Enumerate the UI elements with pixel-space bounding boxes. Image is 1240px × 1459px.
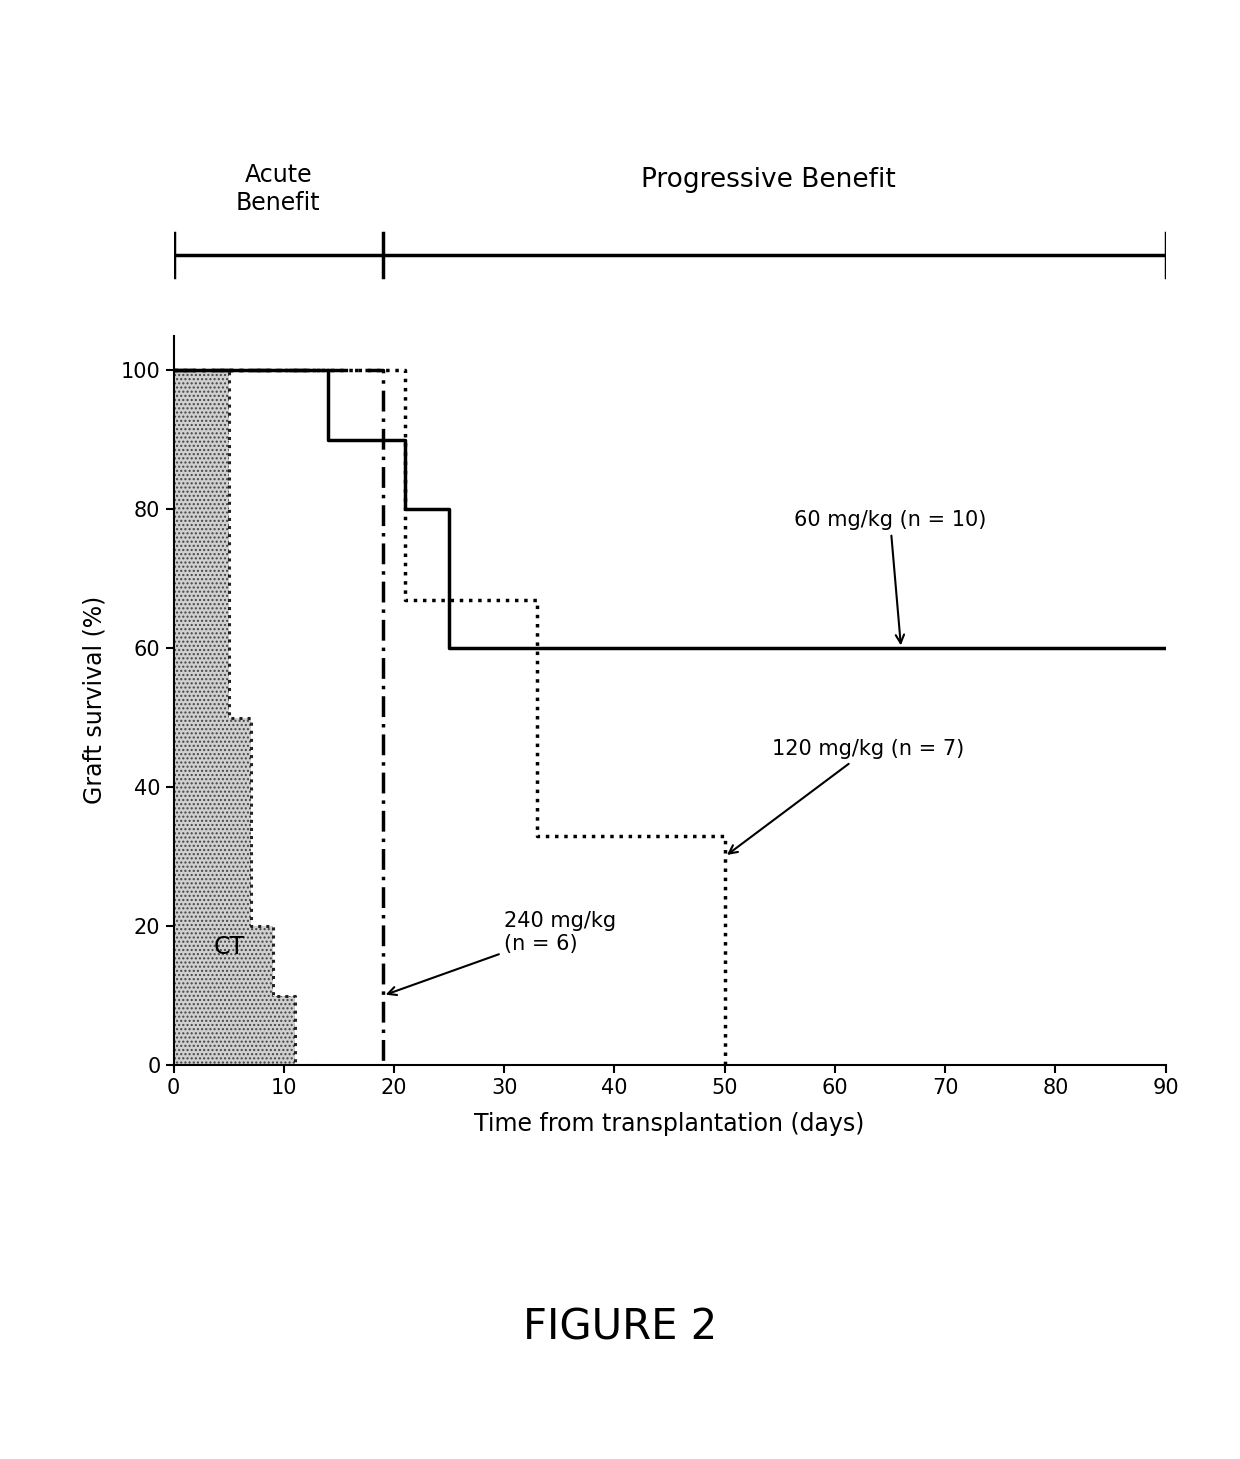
Y-axis label: Graft survival (%): Graft survival (%) xyxy=(83,597,107,804)
Text: FIGURE 2: FIGURE 2 xyxy=(523,1307,717,1348)
X-axis label: Time from transplantation (days): Time from transplantation (days) xyxy=(475,1112,864,1137)
Text: Progressive Benefit: Progressive Benefit xyxy=(641,168,897,193)
Text: CT: CT xyxy=(213,935,244,959)
Text: 60 mg/kg (n = 10): 60 mg/kg (n = 10) xyxy=(794,511,986,643)
Text: Acute
Benefit: Acute Benefit xyxy=(236,163,321,214)
Text: 120 mg/kg (n = 7): 120 mg/kg (n = 7) xyxy=(729,740,965,854)
Text: 240 mg/kg
(n = 6): 240 mg/kg (n = 6) xyxy=(388,910,616,995)
